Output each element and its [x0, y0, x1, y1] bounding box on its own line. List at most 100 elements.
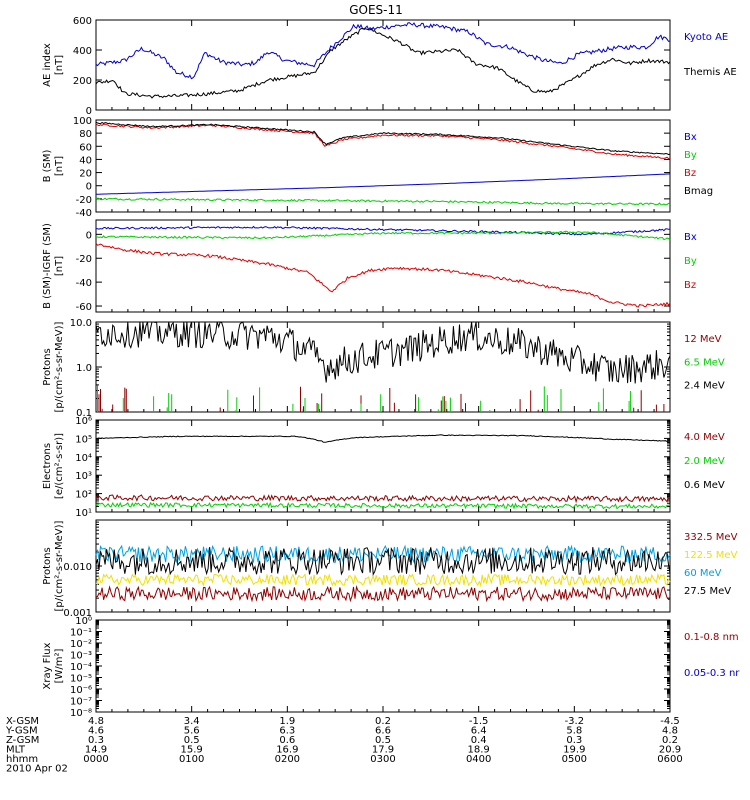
ytick-label-electrons-0: 10¹	[75, 508, 92, 519]
ytick-label-xray-4: 10⁻⁴	[70, 662, 92, 673]
legend-protons1-2-4-mev: 2.4 MeV	[684, 381, 725, 392]
series-bigrf-bx	[95, 225, 670, 236]
legend-electrons-4-0-mev: 4.0 MeV	[684, 432, 725, 443]
ytick-label-bigrf-0: -60	[76, 302, 92, 313]
panel-frame-xray	[95, 619, 671, 713]
ytick-label-bsm-3: 20	[79, 169, 92, 180]
ylabel-bsm-0: B (SM)	[42, 149, 53, 182]
ytick-label-bigrf-1: -40	[76, 278, 92, 289]
panel-bigrf: -60 -40 -20 0 B (SM)-IGRF (SM) [nT] Bx By Bz	[42, 219, 697, 313]
footer-value-r2-c4: 0.4	[471, 735, 487, 746]
time-tick-0600: 0600	[657, 754, 682, 765]
ytick-label-ae-3: 600	[73, 16, 92, 27]
ytick-label-xray-2: 10⁻²	[70, 639, 92, 650]
ytick-label-protons1-2: 10.0	[70, 318, 92, 329]
panel-frame-ae	[95, 19, 671, 111]
panel-frame-protons1	[95, 321, 671, 413]
ylabel-xray-0: Xray Flux	[42, 642, 53, 689]
ytick-label-bsm-7: 100	[73, 116, 92, 127]
panel-bsm: -40 -20 0 20 40 60 80 100 B (SM) [nT] Bx By Bz Bmag	[42, 116, 713, 219]
footer-value-r2-c6: 0.2	[662, 735, 678, 746]
footer-value-r2-c1: 0.5	[184, 735, 200, 746]
footer-value-r0-c0: 4.8	[88, 716, 104, 727]
series-electrons-4-0-mev	[95, 494, 670, 504]
panel-electrons: 10¹ 10² 10³ 10⁴ 10⁵ 10⁶ Electrons [e/(cm²-s-sr)…	[42, 416, 725, 519]
footer-value-r0-c4: -1.5	[469, 716, 489, 727]
time-tick-0100: 0100	[179, 754, 204, 765]
panel-protons2: 0.001 0.010 Protons [p/(cm²-s-sr-MeV)] 332.5…	[42, 519, 738, 619]
footer-label-x-gsm: X-GSM	[6, 716, 39, 727]
ytick-label-xray-3: 10⁻³	[70, 651, 92, 662]
legend-bsm-bx: Bx	[684, 132, 697, 143]
time-tick-0200: 0200	[275, 754, 300, 765]
ytick-label-bigrf-2: -20	[76, 254, 92, 265]
ytick-label-xray-5: 10⁻⁵	[70, 674, 92, 685]
series-protons2-122-5-mev	[95, 572, 671, 588]
footer-value-r3-c4: 18.9	[468, 745, 490, 756]
ytick-label-bsm-2: 0	[86, 182, 92, 193]
footer-value-r0-c6: -4.5	[660, 716, 680, 727]
ytick-label-ae-2: 400	[73, 46, 92, 57]
footer-value-r3-c5: 19.9	[563, 745, 585, 756]
footer-value-r1-c4: 6.4	[471, 726, 487, 737]
ytick-label-protons2-0: 0.001	[63, 608, 92, 619]
ytick-label-protons1-0: 0.1	[76, 408, 92, 419]
series-electrons-2-0-mev	[95, 501, 671, 510]
panel-frame-bsm	[95, 119, 671, 213]
footer-value-r1-c1: 5.6	[184, 726, 200, 737]
ylabel-xray-1: [W/m²]	[54, 648, 65, 683]
ylabel-ae-1: [nT]	[54, 55, 65, 75]
footer-value-r0-c2: 1.9	[279, 716, 295, 727]
legend-bsm-bz: Bz	[684, 168, 696, 179]
ylabel-ae-0: AE index	[42, 43, 53, 87]
legend-protons2-122-5-mev: 122.5 MeV	[684, 550, 738, 561]
footer-value-r2-c5: 0.3	[566, 735, 582, 746]
legend-bsm-bmag: Bmag	[684, 186, 713, 197]
legend-bigrf-bz: Bz	[684, 280, 696, 291]
footer-value-r1-c3: 6.6	[375, 726, 391, 737]
footer-value-r0-c3: 0.2	[375, 716, 391, 727]
series-protons1-6-5-mev	[97, 385, 632, 412]
legend-electrons-0-6-mev: 0.6 MeV	[684, 480, 725, 491]
ytick-label-bsm-1: -20	[76, 195, 92, 206]
series-bigrf-bz	[95, 243, 671, 308]
legend-bigrf-bx: Bx	[684, 232, 697, 243]
series-protons1-12-mev	[98, 386, 665, 412]
ylabel-protons1-1: [p/(cm²-s-sr-MeV)]	[54, 321, 65, 412]
time-tick-0400: 0400	[466, 754, 491, 765]
ytick-label-electrons-2: 10³	[75, 471, 92, 482]
footer-value-r3-c1: 15.9	[181, 745, 203, 756]
footer-value-r0-c5: -3.2	[565, 716, 585, 727]
ylabel-protons2-1: [p/(cm²-s-sr-MeV)]	[54, 520, 65, 611]
ytick-label-protons1-1: 1.0	[76, 363, 92, 374]
footer-label-y-gsm: Y-GSM	[5, 726, 38, 737]
ylabel-bigrf-0: B (SM)-IGRF (SM)	[42, 223, 53, 309]
footer-value-r3-c2: 16.9	[276, 745, 298, 756]
panel-frame-bigrf	[95, 219, 671, 313]
series-ae-kyoto-ae	[95, 22, 671, 80]
series-bsm-bx	[95, 173, 671, 195]
footer-label-hhmm: hhmm	[6, 754, 38, 765]
footer-label-z-gsm: Z-GSM	[6, 735, 39, 746]
legend-bsm-by: By	[684, 150, 697, 161]
ytick-label-xray-1: 10⁻¹	[70, 628, 92, 639]
ytick-label-protons2-1: 0.010	[63, 562, 92, 573]
series-bsm-by	[95, 197, 671, 206]
ytick-label-xray-0: 10⁰	[75, 616, 92, 627]
series-protons1-2-4-mev	[95, 321, 671, 384]
footer-value-r2-c3: 0.5	[375, 735, 391, 746]
ytick-label-ae-0: 0	[86, 106, 92, 117]
time-tick-0500: 0500	[562, 754, 587, 765]
footer-value-r1-c5: 5.8	[566, 726, 582, 737]
legend-protons2-60-mev: 60 MeV	[684, 568, 722, 579]
ytick-label-bsm-5: 60	[79, 142, 92, 153]
legend-xray-0-1-0-8-nm: 0.1-0.8 nm	[684, 632, 739, 643]
ylabel-protons1-0: Protons	[42, 348, 53, 385]
ytick-label-electrons-4: 10⁵	[75, 434, 92, 445]
series-protons2-27-5-mev	[95, 546, 671, 576]
ytick-label-bsm-6: 80	[79, 129, 92, 140]
series-bigrf-by	[95, 230, 671, 241]
legend-ae-themis-ae: Themis AE	[683, 67, 737, 78]
